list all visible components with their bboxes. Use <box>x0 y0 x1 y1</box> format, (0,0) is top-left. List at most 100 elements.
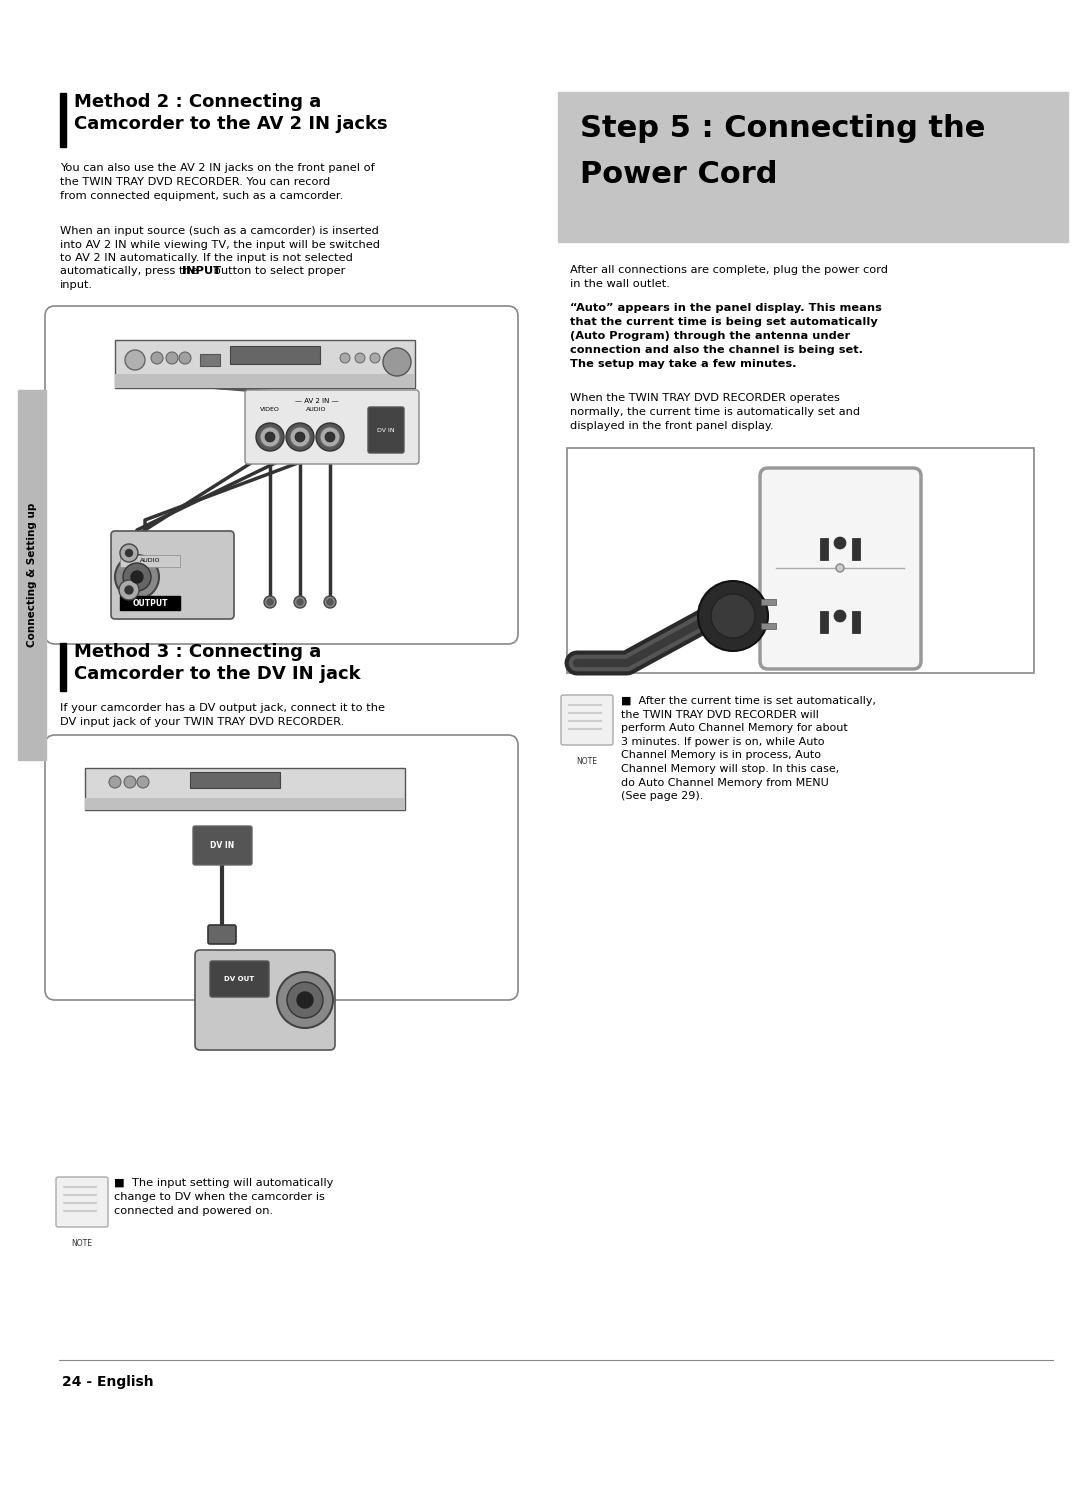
Text: DV IN: DV IN <box>210 840 234 849</box>
Text: input.: input. <box>60 280 93 290</box>
Circle shape <box>297 992 313 1008</box>
Text: Step 5 : Connecting the: Step 5 : Connecting the <box>580 114 985 143</box>
Text: AUDIO: AUDIO <box>139 559 160 564</box>
Circle shape <box>370 352 380 363</box>
Bar <box>18 390 46 760</box>
Circle shape <box>698 581 768 651</box>
Bar <box>852 611 860 633</box>
Bar <box>852 538 860 561</box>
Circle shape <box>264 596 276 608</box>
Text: Method 3 : Connecting a: Method 3 : Connecting a <box>75 642 321 662</box>
Circle shape <box>836 564 843 572</box>
Text: VIDEO: VIDEO <box>260 407 280 412</box>
Text: DV OUT: DV OUT <box>224 975 254 981</box>
Circle shape <box>383 348 411 376</box>
Circle shape <box>120 544 138 562</box>
Circle shape <box>320 427 340 448</box>
Text: NOTE: NOTE <box>71 1239 93 1248</box>
Circle shape <box>123 564 151 590</box>
Text: button to select proper: button to select proper <box>210 266 345 277</box>
FancyBboxPatch shape <box>567 448 1034 674</box>
Bar <box>120 555 180 567</box>
Text: AUDIO: AUDIO <box>306 407 326 412</box>
Text: Connecting & Setting up: Connecting & Setting up <box>27 503 37 647</box>
Bar <box>820 611 828 633</box>
Circle shape <box>316 422 345 451</box>
Bar <box>558 92 1068 242</box>
Circle shape <box>119 580 139 599</box>
Circle shape <box>327 599 333 605</box>
Circle shape <box>114 555 159 599</box>
Circle shape <box>276 972 333 1028</box>
FancyBboxPatch shape <box>210 961 269 996</box>
Bar <box>114 341 415 388</box>
Text: 24 - English: 24 - English <box>62 1375 153 1389</box>
Text: to AV 2 IN automatically. If the input is not selected: to AV 2 IN automatically. If the input i… <box>60 253 353 263</box>
Bar <box>230 346 320 364</box>
Circle shape <box>125 550 133 556</box>
Circle shape <box>124 776 136 788</box>
Circle shape <box>260 427 280 448</box>
Circle shape <box>131 571 143 583</box>
Circle shape <box>834 610 846 622</box>
Bar <box>120 596 180 610</box>
FancyBboxPatch shape <box>195 950 335 1050</box>
Circle shape <box>340 352 350 363</box>
Circle shape <box>166 352 178 364</box>
Bar <box>761 623 777 629</box>
Text: automatically, press the: automatically, press the <box>60 266 201 277</box>
Bar <box>761 599 777 605</box>
Circle shape <box>355 352 365 363</box>
Text: OUTPUT: OUTPUT <box>132 598 167 608</box>
Circle shape <box>286 422 314 451</box>
FancyBboxPatch shape <box>56 1178 108 1227</box>
Text: DV IN: DV IN <box>377 427 395 433</box>
Text: If your camcorder has a DV output jack, connect it to the
DV input jack of your : If your camcorder has a DV output jack, … <box>60 703 384 727</box>
Circle shape <box>711 593 755 638</box>
Circle shape <box>324 596 336 608</box>
Circle shape <box>295 433 305 442</box>
Bar <box>190 772 280 788</box>
Circle shape <box>125 349 145 370</box>
Text: ■  After the current time is set automatically,
the TWIN TRAY DVD RECORDER will
: ■ After the current time is set automati… <box>621 696 876 801</box>
FancyBboxPatch shape <box>111 531 234 619</box>
Text: Camcorder to the DV IN jack: Camcorder to the DV IN jack <box>75 665 361 683</box>
FancyBboxPatch shape <box>760 468 921 669</box>
Text: into AV 2 IN while viewing TV, the input will be switched: into AV 2 IN while viewing TV, the input… <box>60 239 380 250</box>
Circle shape <box>291 427 310 448</box>
FancyBboxPatch shape <box>193 825 252 865</box>
Text: You can also use the AV 2 IN jacks on the front panel of
the TWIN TRAY DVD RECOR: You can also use the AV 2 IN jacks on th… <box>60 164 375 201</box>
Circle shape <box>294 596 306 608</box>
Text: “Auto” appears in the panel display. This means
that the current time is being s: “Auto” appears in the panel display. Thi… <box>570 303 882 369</box>
Text: Method 2 : Connecting a: Method 2 : Connecting a <box>75 94 321 112</box>
Bar <box>820 538 828 561</box>
Text: Power Cord: Power Cord <box>580 161 778 189</box>
Bar <box>60 642 66 691</box>
Bar <box>114 375 415 388</box>
Bar <box>85 799 405 810</box>
Text: INPUT: INPUT <box>183 266 221 277</box>
Bar <box>60 94 66 147</box>
Bar <box>200 354 220 366</box>
Text: Camcorder to the AV 2 IN jacks: Camcorder to the AV 2 IN jacks <box>75 114 388 132</box>
Bar <box>85 767 405 810</box>
Circle shape <box>287 981 323 1019</box>
FancyBboxPatch shape <box>368 407 404 454</box>
Circle shape <box>125 586 133 593</box>
Text: After all connections are complete, plug the power cord
in the wall outlet.: After all connections are complete, plug… <box>570 265 888 288</box>
Text: — AV 2 IN —: — AV 2 IN — <box>295 399 339 404</box>
FancyBboxPatch shape <box>208 925 237 944</box>
Circle shape <box>137 776 149 788</box>
FancyBboxPatch shape <box>561 694 613 745</box>
Circle shape <box>325 433 335 442</box>
Circle shape <box>109 776 121 788</box>
Circle shape <box>297 599 303 605</box>
FancyBboxPatch shape <box>45 735 518 999</box>
Text: When an input source (such as a camcorder) is inserted: When an input source (such as a camcorde… <box>60 226 379 236</box>
Circle shape <box>384 352 395 363</box>
Circle shape <box>256 422 284 451</box>
FancyBboxPatch shape <box>245 390 419 464</box>
Circle shape <box>151 352 163 364</box>
FancyBboxPatch shape <box>45 306 518 644</box>
Text: NOTE: NOTE <box>577 757 597 766</box>
